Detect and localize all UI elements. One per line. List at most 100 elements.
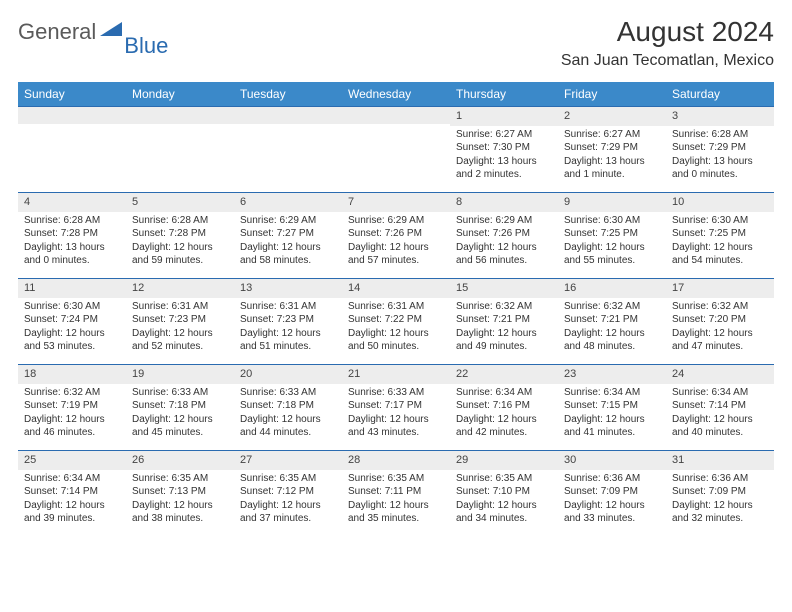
sunrise-line: Sunrise: 6:34 AM [456,386,552,400]
sunrise-line: Sunrise: 6:33 AM [348,386,444,400]
sunset-line: Sunset: 7:25 PM [672,227,768,241]
sunrise-line: Sunrise: 6:28 AM [672,128,768,142]
sunrise-line: Sunrise: 6:29 AM [456,214,552,228]
calendar-day: 16Sunrise: 6:32 AMSunset: 7:21 PMDayligh… [558,279,666,365]
sunset-line: Sunset: 7:24 PM [24,313,120,327]
calendar-day: 3Sunrise: 6:28 AMSunset: 7:29 PMDaylight… [666,107,774,193]
day-number: 28 [342,451,450,470]
sunrise-line: Sunrise: 6:34 AM [24,472,120,486]
weekday-header: Saturday [666,82,774,107]
day-number: 23 [558,365,666,384]
calendar-day: 30Sunrise: 6:36 AMSunset: 7:09 PMDayligh… [558,451,666,537]
daylight-line: Daylight: 12 hours and 47 minutes. [672,327,768,354]
daylight-line: Daylight: 12 hours and 48 minutes. [564,327,660,354]
day-details: Sunrise: 6:34 AMSunset: 7:14 PMDaylight:… [18,470,126,528]
calendar-day: 7Sunrise: 6:29 AMSunset: 7:26 PMDaylight… [342,193,450,279]
sunset-line: Sunset: 7:30 PM [456,141,552,155]
calendar-day: 2Sunrise: 6:27 AMSunset: 7:29 PMDaylight… [558,107,666,193]
day-details: Sunrise: 6:32 AMSunset: 7:19 PMDaylight:… [18,384,126,442]
calendar-day: 13Sunrise: 6:31 AMSunset: 7:23 PMDayligh… [234,279,342,365]
daylight-line: Daylight: 12 hours and 35 minutes. [348,499,444,526]
calendar-table: SundayMondayTuesdayWednesdayThursdayFrid… [18,82,774,537]
sunrise-line: Sunrise: 6:35 AM [132,472,228,486]
sunset-line: Sunset: 7:18 PM [132,399,228,413]
sunset-line: Sunset: 7:21 PM [564,313,660,327]
day-details: Sunrise: 6:35 AMSunset: 7:12 PMDaylight:… [234,470,342,528]
calendar-day: 27Sunrise: 6:35 AMSunset: 7:12 PMDayligh… [234,451,342,537]
day-details: Sunrise: 6:35 AMSunset: 7:11 PMDaylight:… [342,470,450,528]
day-details: Sunrise: 6:30 AMSunset: 7:25 PMDaylight:… [558,212,666,270]
calendar-day: 4Sunrise: 6:28 AMSunset: 7:28 PMDaylight… [18,193,126,279]
daylight-line: Daylight: 12 hours and 33 minutes. [564,499,660,526]
month-title: August 2024 [561,16,774,48]
day-number: 2 [558,107,666,126]
day-details: Sunrise: 6:30 AMSunset: 7:24 PMDaylight:… [18,298,126,356]
day-details: Sunrise: 6:33 AMSunset: 7:18 PMDaylight:… [126,384,234,442]
day-details: Sunrise: 6:27 AMSunset: 7:29 PMDaylight:… [558,126,666,184]
daylight-line: Daylight: 12 hours and 32 minutes. [672,499,768,526]
calendar-page: General Blue August 2024 San Juan Tecoma… [0,0,792,553]
calendar-day: 19Sunrise: 6:33 AMSunset: 7:18 PMDayligh… [126,365,234,451]
day-details: Sunrise: 6:28 AMSunset: 7:29 PMDaylight:… [666,126,774,184]
sunset-line: Sunset: 7:20 PM [672,313,768,327]
day-number: 30 [558,451,666,470]
calendar-row: 25Sunrise: 6:34 AMSunset: 7:14 PMDayligh… [18,451,774,537]
daylight-line: Daylight: 12 hours and 38 minutes. [132,499,228,526]
day-number: 19 [126,365,234,384]
daylight-line: Daylight: 12 hours and 44 minutes. [240,413,336,440]
daylight-line: Daylight: 12 hours and 46 minutes. [24,413,120,440]
sunrise-line: Sunrise: 6:32 AM [456,300,552,314]
day-number: 5 [126,193,234,212]
calendar-day: 12Sunrise: 6:31 AMSunset: 7:23 PMDayligh… [126,279,234,365]
calendar-day: 31Sunrise: 6:36 AMSunset: 7:09 PMDayligh… [666,451,774,537]
day-number: 9 [558,193,666,212]
sunrise-line: Sunrise: 6:34 AM [672,386,768,400]
sunset-line: Sunset: 7:10 PM [456,485,552,499]
sunset-line: Sunset: 7:25 PM [564,227,660,241]
day-details: Sunrise: 6:28 AMSunset: 7:28 PMDaylight:… [18,212,126,270]
sunrise-line: Sunrise: 6:27 AM [456,128,552,142]
day-number: 13 [234,279,342,298]
daylight-line: Daylight: 12 hours and 40 minutes. [672,413,768,440]
sunrise-line: Sunrise: 6:36 AM [564,472,660,486]
day-number: 14 [342,279,450,298]
day-details: Sunrise: 6:33 AMSunset: 7:18 PMDaylight:… [234,384,342,442]
daylight-line: Daylight: 12 hours and 58 minutes. [240,241,336,268]
day-number: 29 [450,451,558,470]
calendar-day: 14Sunrise: 6:31 AMSunset: 7:22 PMDayligh… [342,279,450,365]
calendar-empty [18,107,126,193]
sunset-line: Sunset: 7:22 PM [348,313,444,327]
calendar-empty [234,107,342,193]
weekday-header: Wednesday [342,82,450,107]
calendar-row: 18Sunrise: 6:32 AMSunset: 7:19 PMDayligh… [18,365,774,451]
daylight-line: Daylight: 12 hours and 45 minutes. [132,413,228,440]
daylight-line: Daylight: 12 hours and 53 minutes. [24,327,120,354]
daylight-line: Daylight: 12 hours and 52 minutes. [132,327,228,354]
calendar-day: 11Sunrise: 6:30 AMSunset: 7:24 PMDayligh… [18,279,126,365]
calendar-day: 24Sunrise: 6:34 AMSunset: 7:14 PMDayligh… [666,365,774,451]
calendar-day: 28Sunrise: 6:35 AMSunset: 7:11 PMDayligh… [342,451,450,537]
day-details: Sunrise: 6:29 AMSunset: 7:27 PMDaylight:… [234,212,342,270]
day-number: 11 [18,279,126,298]
daylight-line: Daylight: 12 hours and 39 minutes. [24,499,120,526]
daylight-line: Daylight: 12 hours and 55 minutes. [564,241,660,268]
calendar-row: 11Sunrise: 6:30 AMSunset: 7:24 PMDayligh… [18,279,774,365]
sunrise-line: Sunrise: 6:30 AM [672,214,768,228]
calendar-day: 5Sunrise: 6:28 AMSunset: 7:28 PMDaylight… [126,193,234,279]
sunset-line: Sunset: 7:29 PM [564,141,660,155]
sunrise-line: Sunrise: 6:31 AM [132,300,228,314]
day-number: 15 [450,279,558,298]
calendar-body: 1Sunrise: 6:27 AMSunset: 7:30 PMDaylight… [18,107,774,537]
day-details: Sunrise: 6:31 AMSunset: 7:23 PMDaylight:… [126,298,234,356]
day-number: 16 [558,279,666,298]
sunrise-line: Sunrise: 6:35 AM [240,472,336,486]
page-header: General Blue August 2024 San Juan Tecoma… [18,16,774,70]
day-details: Sunrise: 6:36 AMSunset: 7:09 PMDaylight:… [666,470,774,528]
weekday-header: Monday [126,82,234,107]
daylight-line: Daylight: 12 hours and 51 minutes. [240,327,336,354]
calendar-row: 1Sunrise: 6:27 AMSunset: 7:30 PMDaylight… [18,107,774,193]
sunrise-line: Sunrise: 6:35 AM [456,472,552,486]
weekday-header: Tuesday [234,82,342,107]
sunset-line: Sunset: 7:14 PM [24,485,120,499]
calendar-day: 6Sunrise: 6:29 AMSunset: 7:27 PMDaylight… [234,193,342,279]
